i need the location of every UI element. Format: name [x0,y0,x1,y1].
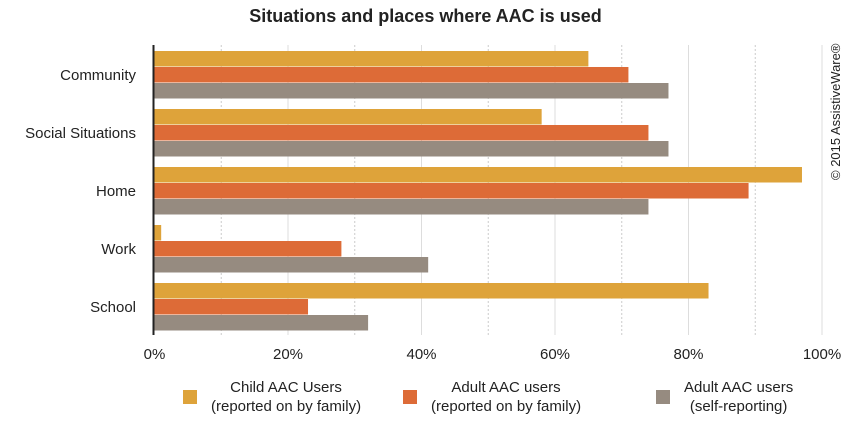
bar [154,83,669,99]
bar [154,167,802,183]
category-label: Work [101,241,136,258]
legend-label: (reported on by family) [211,398,362,415]
legend-swatch [183,390,197,404]
legend-item-adult-family: Adult AAC users (reported on by family) [403,378,581,416]
x-tick-label: 20% [273,346,303,363]
bar [154,315,369,331]
chart-title: Situations and places where AAC is used [249,6,602,26]
category-label: Social Situations [25,125,136,142]
bar [154,109,542,125]
bar [154,241,342,257]
category-label: School [90,299,136,316]
bar [154,67,629,83]
bar [154,257,429,273]
legend-label: Adult AAC users [451,379,561,396]
bar [154,125,649,141]
bar [154,141,669,157]
copyright-notice: © 2015 AssistiveWare® [828,43,843,180]
x-tick-label: 0% [144,346,166,363]
legend-swatch [656,390,670,404]
x-tick-label: 100% [803,346,841,363]
bar [154,199,649,215]
legend-label: Child AAC Users [230,379,342,396]
category-label: Community [60,67,136,84]
legend-item-adult-self: Adult AAC users (self-reporting) [656,378,793,416]
legend-label: (reported on by family) [431,398,582,415]
bar [154,183,749,199]
x-tick-label: 60% [540,346,570,363]
bar [154,299,309,315]
legend-swatch [403,390,417,404]
bar [154,283,709,299]
x-tick-label: 80% [673,346,703,363]
legend-label: Adult AAC users [684,379,794,396]
legend-label: (self-reporting) [689,398,788,415]
category-label: Home [96,183,136,200]
x-tick-label: 40% [406,346,436,363]
legend-item-child: Child AAC Users (reported on by family) [183,378,361,416]
bar [154,51,589,67]
bar [154,225,162,241]
